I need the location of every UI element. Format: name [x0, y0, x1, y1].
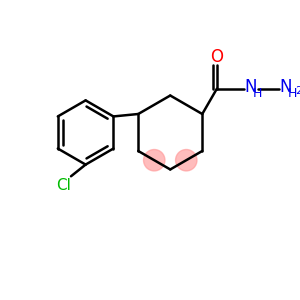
- Circle shape: [143, 149, 165, 171]
- Text: H: H: [288, 87, 297, 100]
- Text: N: N: [245, 78, 257, 96]
- Text: O: O: [210, 48, 224, 66]
- Text: Cl: Cl: [56, 178, 71, 194]
- Text: 2: 2: [295, 86, 300, 96]
- Text: N: N: [280, 78, 292, 96]
- Circle shape: [176, 149, 197, 171]
- Text: H: H: [253, 87, 262, 100]
